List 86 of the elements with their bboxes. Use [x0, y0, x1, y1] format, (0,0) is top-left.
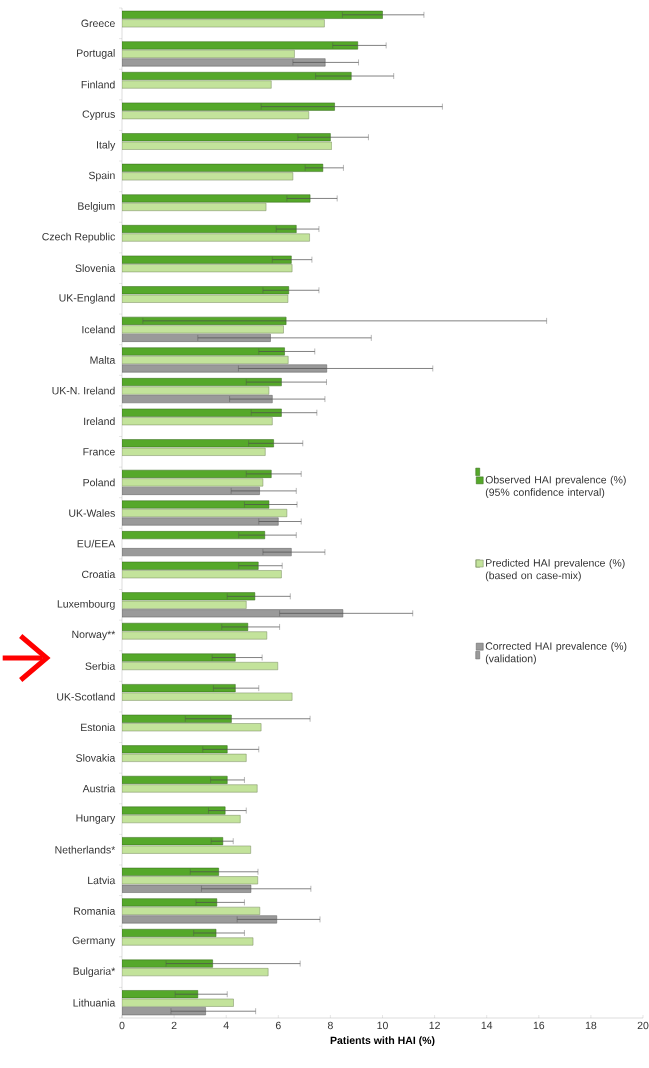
y-tick-label: Italy: [97, 140, 116, 151]
bar: [122, 937, 254, 946]
bar: [122, 684, 236, 693]
bar: [122, 133, 331, 142]
bar: [122, 745, 228, 754]
bar: [122, 347, 285, 356]
bar: [122, 561, 259, 570]
bar: [122, 439, 274, 448]
bar: [122, 255, 292, 264]
y-tick-label: Cyprus: [82, 110, 115, 120]
legend-label: Predicted HAI prevalence (%) (based on case-mix): [485, 558, 625, 582]
y-tick-label: Greece: [81, 19, 115, 28]
bar: [122, 775, 228, 784]
y-tick-label: UK-England: [59, 293, 115, 304]
bar: [122, 898, 218, 907]
y-tick-label: UK-Scotland: [57, 692, 115, 701]
y-tick-label: Portugal: [77, 49, 115, 59]
y-tick-label: Spain: [88, 171, 115, 182]
y-tick-label: Ireland: [84, 417, 115, 426]
y-tick-label: Lithuania: [73, 998, 116, 1007]
x-tick-label: 10: [377, 1021, 388, 1030]
y-tick-label: Netherlands*: [55, 845, 116, 854]
bar: [122, 233, 310, 242]
x-tick-label: 20: [637, 1021, 649, 1030]
bar: [122, 784, 258, 793]
bar: [122, 408, 282, 417]
y-tick-label: Bulgaria*: [73, 967, 116, 977]
bar: [122, 531, 266, 540]
x-tick-label: 0: [119, 1021, 125, 1030]
y-tick-label: Latvia: [88, 876, 116, 885]
bar: [122, 631, 268, 640]
bar: [122, 41, 358, 50]
y-tick-label: Slovenia: [75, 264, 116, 273]
bar: [122, 72, 352, 81]
y-tick-label: Finland: [81, 80, 115, 89]
x-tick-label: 14: [481, 1021, 493, 1029]
bar: [122, 378, 282, 387]
bar: [122, 867, 219, 876]
bar: [122, 714, 232, 723]
x-tick-label: 2: [171, 1021, 177, 1030]
y-tick-label: Estonia: [81, 723, 116, 732]
bar: [122, 80, 272, 89]
legend-label: Observed HAI prevalence (%) (95% confidence interval): [485, 475, 626, 499]
bar: [122, 592, 256, 601]
bar: [122, 386, 270, 395]
y-tick-label: Luxembourg: [57, 599, 115, 610]
y-tick-label: Norway**: [72, 630, 116, 641]
y-tick-label: Austria: [82, 784, 116, 793]
bar: [122, 478, 264, 487]
y-tick-label: Hungary: [76, 814, 116, 824]
x-tick-label: 4: [223, 1021, 229, 1029]
bar: [122, 806, 226, 815]
y-tick-label: Croatia: [81, 570, 116, 579]
bar: [122, 163, 324, 172]
y-tick-label: Malta: [90, 356, 116, 364]
y-tick-label: UK-N. Ireland: [52, 386, 115, 395]
y-tick-label: Czech Republic: [42, 232, 115, 243]
x-tick-label: 18: [585, 1021, 597, 1030]
x-tick-label: 16: [533, 1021, 545, 1030]
y-tick-label: France: [83, 448, 115, 456]
bar: [122, 225, 297, 234]
y-tick-label: Romania: [74, 907, 116, 915]
y-tick-label: Slovakia: [76, 754, 116, 762]
y-tick-label: EU/EEA: [77, 539, 116, 548]
bar: [122, 990, 199, 999]
y-tick-label: UK-Wales: [69, 509, 115, 517]
x-tick-label: 12: [429, 1021, 440, 1030]
bar: [122, 10, 383, 19]
x-tick-label: 8: [327, 1021, 333, 1030]
y-tick-label: Iceland: [82, 325, 115, 334]
bar: [122, 500, 270, 509]
x-tick-label: 6: [275, 1021, 281, 1030]
bar: [122, 469, 272, 478]
bar: [122, 929, 217, 937]
y-tick-label: Poland: [83, 478, 115, 487]
x-axis-title: Patients with HAI (%): [330, 1036, 435, 1047]
bar: [122, 286, 289, 295]
y-tick-label: Germany: [72, 936, 116, 947]
bar: [122, 837, 224, 846]
bar: [122, 622, 249, 631]
bar: [122, 194, 311, 203]
bar: [122, 653, 236, 662]
y-tick-label: Serbia: [85, 662, 116, 670]
y-tick-label: Belgium: [78, 202, 115, 212]
bar: [122, 102, 335, 111]
legend-label: Corrected HAI prevalence (%) (validation): [485, 642, 627, 665]
